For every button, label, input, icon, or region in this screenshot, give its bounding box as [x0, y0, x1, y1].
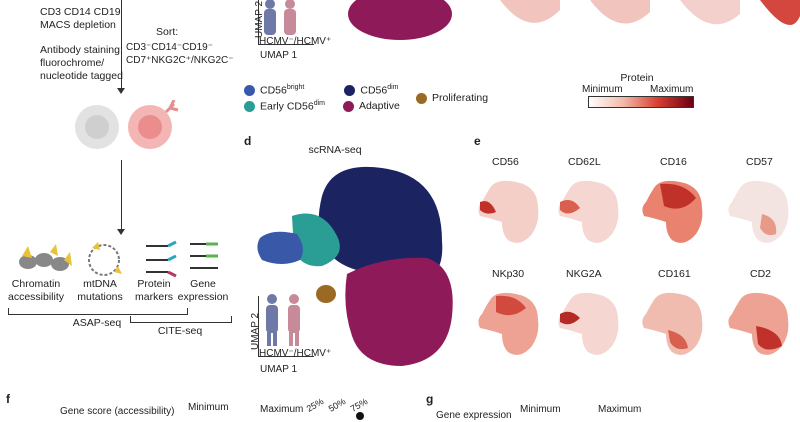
asap-bracket	[8, 308, 188, 315]
protein-umap-grid	[478, 180, 789, 355]
panel-letter-g: g	[426, 392, 434, 406]
marker-cd56: CD56	[492, 156, 519, 168]
legend-swatch	[244, 84, 255, 96]
depletion-text: CD3 CD14 CD19 MACS depletion	[40, 6, 121, 31]
panel-d-title: scRNA-seq	[308, 144, 362, 156]
marker-cd161: CD161	[658, 268, 691, 280]
panel-letter-d: d	[244, 134, 252, 148]
assay-mtdna: mtDNA mutations	[77, 278, 123, 303]
legend-proliferating: Proliferating	[416, 92, 488, 104]
umap-d-xlabel: UMAP 1	[260, 364, 298, 375]
asap-label: ASAP-seq	[72, 317, 122, 329]
umap-top-axes	[258, 0, 314, 45]
panel-f-min: Minimum	[188, 402, 229, 413]
umap-top-ylabel: UMAP 2	[254, 0, 265, 38]
panel-f-max: Maximum	[260, 404, 304, 415]
panel-f-score-label: Gene score (accessibility)	[60, 406, 175, 417]
panel-f-pct-25: 25%	[304, 396, 326, 414]
sort-gate-1: CD3⁻CD14⁻CD19⁻	[126, 42, 213, 53]
legend-row-1: CD56bright CD56dim	[244, 84, 399, 97]
protein-scale-title: Protein	[620, 72, 654, 84]
marker-nkp30: NKp30	[492, 268, 525, 280]
donor-figures	[266, 294, 300, 346]
panel-f-dot	[356, 412, 364, 420]
assay-icons	[19, 240, 218, 278]
umap-top-illustration	[264, 0, 452, 40]
cite-bracket	[130, 316, 232, 323]
arrow-head-2	[117, 229, 125, 235]
arrow-head-1	[117, 88, 125, 94]
umap-d-ylabel: UMAP 2	[250, 312, 261, 350]
legend-cd56bright: CD56bright	[244, 84, 304, 97]
workflow-line-mid	[121, 160, 122, 230]
sort-label: Sort:	[156, 26, 179, 38]
marker-cd16: CD16	[660, 156, 687, 168]
panel-g-max: Maximum	[598, 404, 642, 415]
legend-early-cd56dim: Early CD56dim	[244, 100, 325, 113]
cell-illustration	[75, 100, 179, 149]
legend-swatch	[344, 84, 356, 96]
panel-g-min: Minimum	[520, 404, 561, 415]
umap-top-xlabel: UMAP 1	[260, 50, 298, 61]
legend-row-2: Early CD56dim Adaptive	[244, 100, 400, 113]
marker-nkg2a: NKG2A	[566, 268, 602, 280]
panel-letter-e: e	[474, 134, 481, 148]
panel-letter-f: f	[6, 392, 10, 406]
sort-gate-2: CD7⁺NKG2C⁺/NKG2C⁻	[126, 55, 234, 66]
umap-top-donors: HCMV⁻/HCMV⁺	[259, 36, 332, 47]
scrna-umap	[257, 166, 453, 366]
protein-scale-min: Minimum	[582, 84, 623, 95]
staining-text: Antibody staining: fluorochrome/ nucleot…	[40, 44, 123, 82]
protein-colorbar	[588, 96, 694, 108]
umap-d-axes	[258, 296, 314, 357]
assay-chromatin: Chromatin accessibility	[7, 278, 65, 303]
umap-d-donors: HCMV⁻/HCMV⁺	[259, 348, 332, 359]
legend-label: CD56dim	[360, 84, 399, 97]
cite-label: CITE-seq	[157, 325, 203, 337]
protein-scale-max: Maximum	[650, 84, 694, 95]
legend-swatch	[416, 92, 427, 104]
workflow-line-top	[121, 0, 122, 92]
donor-figures-top	[264, 0, 296, 35]
legend-label: CD56bright	[260, 84, 305, 97]
legend-cd56dim: CD56dim	[344, 84, 399, 97]
marker-cd57: CD57	[746, 156, 773, 168]
legend-label: Proliferating	[432, 92, 489, 104]
marker-cd2: CD2	[750, 268, 772, 280]
assay-protein: Protein markers	[135, 278, 173, 303]
marker-cd62l: CD62L	[568, 156, 601, 168]
legend-swatch	[342, 100, 354, 112]
legend-label: Early CD56dim	[260, 100, 325, 113]
panel-f-pct-50: 50%	[326, 396, 348, 414]
legend-swatch	[244, 100, 255, 112]
legend-label: Adaptive	[358, 100, 400, 113]
panel-g-label: Gene expression	[436, 410, 512, 421]
legend-adaptive: Adaptive	[342, 100, 400, 113]
assay-gene: Gene expression	[177, 278, 229, 303]
protein-umap-top-row	[500, 0, 800, 25]
